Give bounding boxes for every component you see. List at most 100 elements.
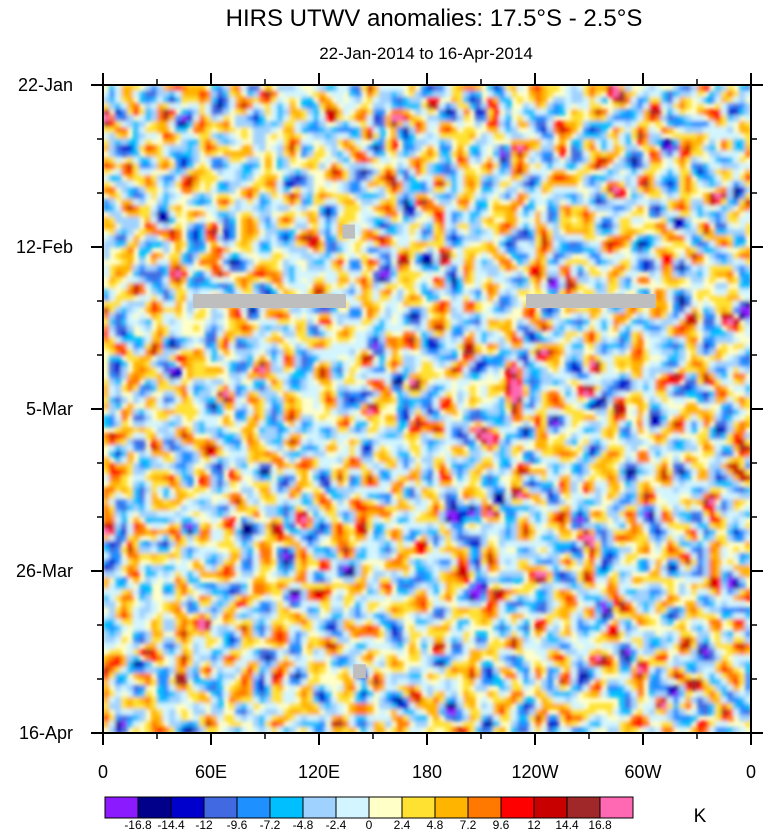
field-cell (535, 331, 542, 338)
field-cell (349, 385, 356, 392)
field-cell (133, 157, 140, 164)
field-cell (367, 337, 374, 344)
field-cell (313, 343, 320, 350)
field-cell (139, 181, 146, 188)
field-cell (661, 145, 668, 152)
field-cell (181, 355, 188, 362)
field-cell (439, 307, 446, 314)
field-cell (109, 385, 116, 392)
field-cell (595, 151, 602, 158)
field-cell (205, 319, 212, 326)
field-cell (445, 325, 452, 332)
field-cell (697, 397, 704, 404)
field-cell (607, 187, 614, 194)
field-cell (619, 163, 626, 170)
field-cell (463, 193, 470, 200)
field-cell (691, 319, 698, 326)
field-cell (529, 241, 536, 248)
field-cell (385, 91, 392, 98)
field-cell (181, 343, 188, 350)
field-cell (265, 163, 272, 170)
field-cell (211, 379, 218, 386)
field-cell (337, 349, 344, 356)
field-cell (655, 397, 662, 404)
field-cell (715, 301, 722, 308)
field-cell (211, 175, 218, 182)
field-cell (403, 295, 410, 302)
field-cell (619, 307, 626, 314)
field-cell (709, 295, 716, 302)
field-cell (679, 301, 686, 308)
field-cell (493, 253, 500, 260)
field-cell (361, 109, 368, 116)
field-cell (199, 85, 206, 92)
field-cell (721, 199, 728, 206)
field-cell (601, 331, 608, 338)
field-cell (175, 181, 182, 188)
field-cell (109, 313, 116, 320)
field-cell (595, 307, 602, 314)
field-cell (121, 91, 128, 98)
field-cell (451, 283, 458, 290)
field-cell (439, 187, 446, 194)
field-cell (421, 265, 428, 272)
field-cell (529, 121, 536, 128)
field-cell (319, 133, 326, 140)
field-cell (265, 241, 272, 248)
field-cell (619, 127, 626, 134)
field-cell (475, 97, 482, 104)
field-cell (223, 109, 230, 116)
field-cell (703, 367, 710, 374)
field-cell (451, 241, 458, 248)
field-cell (679, 259, 686, 266)
field-cell (655, 187, 662, 194)
field-cell (709, 253, 716, 260)
field-cell (109, 271, 116, 278)
field-cell (511, 229, 518, 236)
field-cell (535, 139, 542, 146)
field-cell (703, 379, 710, 386)
field-cell (457, 307, 464, 314)
field-cell (721, 175, 728, 182)
field-cell (643, 367, 650, 374)
field-cell (229, 307, 236, 314)
field-cell (409, 307, 416, 314)
field-cell (427, 115, 434, 122)
field-cell (325, 223, 332, 230)
field-cell (259, 325, 266, 332)
field-cell (265, 91, 272, 98)
field-cell (445, 211, 452, 218)
field-cell (385, 235, 392, 242)
field-cell (613, 205, 620, 212)
field-cell (469, 217, 476, 224)
field-cell (151, 109, 158, 116)
field-cell (523, 145, 530, 152)
field-cell (739, 241, 746, 248)
field-cell (697, 205, 704, 212)
field-cell (571, 205, 578, 212)
field-cell (415, 139, 422, 146)
field-cell (469, 277, 476, 284)
field-cell (283, 385, 290, 392)
field-cell (427, 355, 434, 362)
field-cell (553, 265, 560, 272)
field-cell (733, 181, 740, 188)
field-cell (331, 163, 338, 170)
field-cell (493, 175, 500, 182)
field-cell (745, 367, 751, 374)
field-cell (481, 331, 488, 338)
field-cell (649, 235, 656, 242)
field-cell (313, 331, 320, 338)
field-cell (439, 85, 446, 92)
field-cell (307, 175, 314, 182)
field-cell (613, 325, 620, 332)
field-cell (655, 115, 662, 122)
field-cell (691, 157, 698, 164)
field-cell (319, 397, 326, 404)
field-cell (607, 283, 614, 290)
field-cell (277, 349, 284, 356)
field-cell (403, 211, 410, 218)
field-cell (709, 397, 716, 404)
field-cell (421, 151, 428, 158)
field-cell (229, 379, 236, 386)
